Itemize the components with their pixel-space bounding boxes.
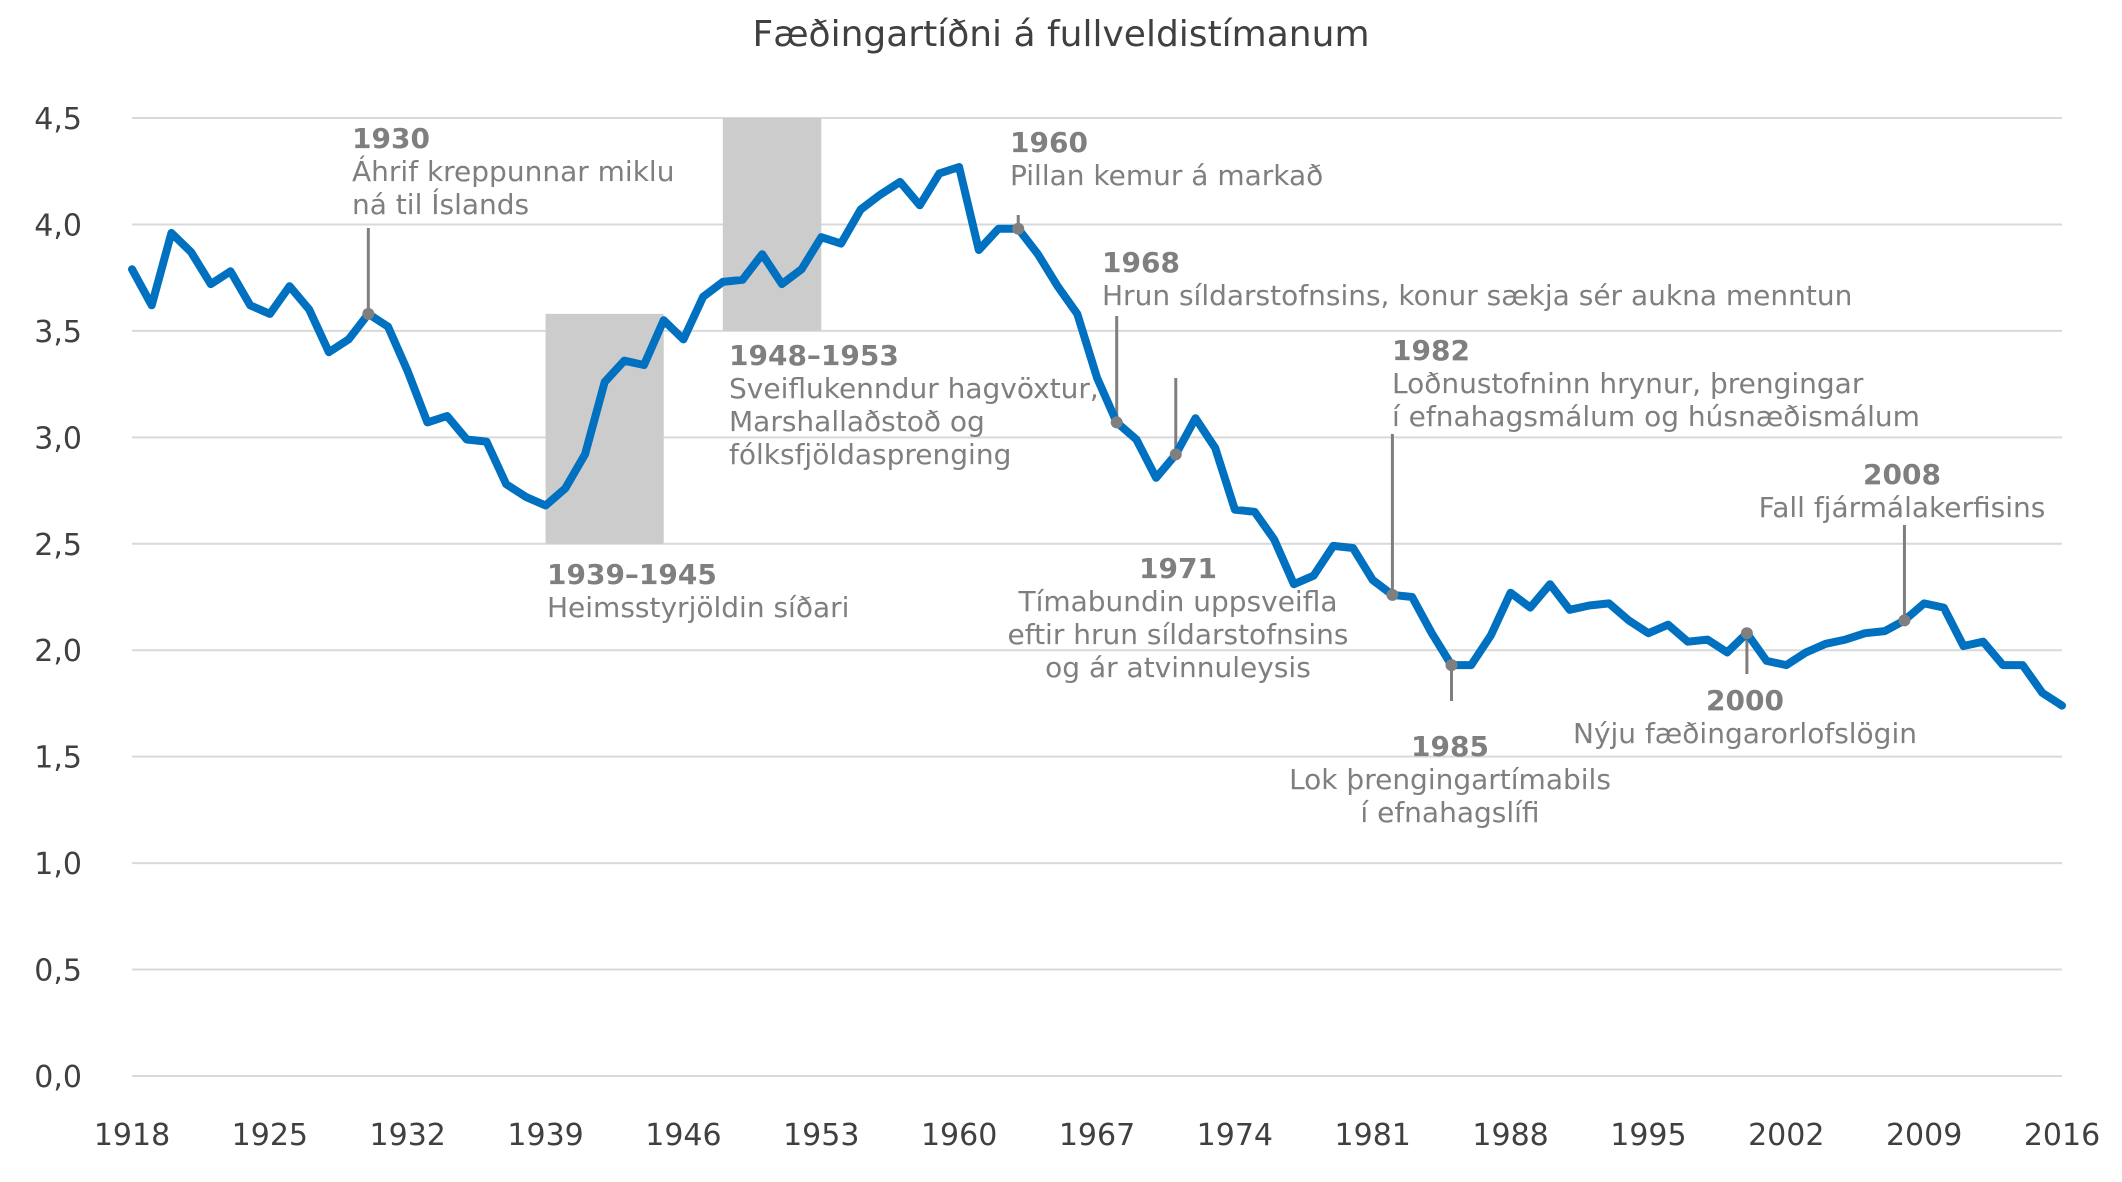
- x-tick-label: 1953: [783, 1118, 859, 1153]
- x-tick-label: 1988: [1472, 1118, 1548, 1153]
- y-tick-label: 4,0: [34, 208, 82, 243]
- annotation-leaders: [366, 215, 1906, 701]
- annotation-text: Lok þrengingartímabils: [1289, 763, 1611, 796]
- annotation-text: Loðnustofninn hrynur, þrengingar: [1392, 367, 1864, 400]
- annotation-text: Sveiflukenndur hagvöxtur,: [729, 372, 1099, 405]
- annotation-text: fólksfjöldasprenging: [729, 438, 1011, 471]
- x-tick-label: 1918: [94, 1118, 170, 1153]
- annotation-text: ná til Íslands: [352, 187, 529, 221]
- y-axis-tick-labels: 0,0 0,5 1,0 1,5 2,0 2,5 3,0 3,5 4,0 4,5: [34, 102, 82, 1095]
- annotation-year: 1930: [352, 122, 430, 155]
- x-tick-label: 1946: [645, 1118, 721, 1153]
- x-tick-label: 1932: [370, 1118, 446, 1153]
- gridlines: [132, 117, 2062, 1077]
- y-tick-label: 2,5: [34, 528, 82, 563]
- annotation-text: Nýju fæðingarorlofslögin: [1573, 717, 1917, 750]
- series-line: [128, 163, 2066, 710]
- annotation-year: 2000: [1706, 684, 1784, 717]
- y-tick-label: 3,0: [34, 421, 82, 456]
- annotation-text: Marshallaðstoð og: [729, 405, 985, 438]
- annotation-year: 1971: [1139, 552, 1217, 585]
- annotation-marker: [1012, 222, 1025, 235]
- annotation-year: 1960: [1010, 126, 1088, 159]
- chart-title: Fæðingartíðni á fullveldistímanum: [752, 14, 1369, 55]
- y-tick-label: 2,0: [34, 634, 82, 669]
- annotation-text: í efnahagslífi: [1360, 796, 1539, 829]
- y-tick-label: 3,5: [34, 315, 82, 350]
- annotation-text: Heimsstyrjöldin síðari: [547, 591, 849, 624]
- x-axis-tick-labels: 1918 1925 1932 1939 1946 1953 1960 1967 1974 1981…: [94, 1118, 2100, 1153]
- shaded-period: [545, 313, 664, 544]
- annotation-year: 1968: [1102, 246, 1180, 279]
- x-tick-label: 1925: [232, 1118, 308, 1153]
- annotation-year: 1948–1953: [729, 339, 899, 372]
- annotation-text: og ár atvinnuleysis: [1045, 651, 1311, 684]
- x-tick-label: 1981: [1335, 1118, 1411, 1153]
- y-tick-label: 0,0: [34, 1060, 82, 1095]
- x-tick-label: 1974: [1197, 1118, 1273, 1153]
- y-tick-label: 0,5: [34, 954, 82, 989]
- annotation-year: 1939–1945: [547, 558, 717, 591]
- annotation-text: Hrun síldarstofnsins, konur sækja sér au…: [1102, 279, 1852, 312]
- annotation-text: Fall fjármálakerfisins: [1759, 491, 2046, 524]
- annotation-marker: [1169, 448, 1182, 461]
- annotation-marker: [1445, 659, 1458, 672]
- annotation-marker: [1110, 416, 1123, 429]
- y-tick-label: 1,5: [34, 741, 82, 776]
- annotation-year: 1982: [1392, 334, 1470, 367]
- x-tick-label: 1967: [1059, 1118, 1135, 1153]
- x-tick-label: 1995: [1610, 1118, 1686, 1153]
- annotation-marker: [1898, 614, 1911, 627]
- fertility-rate-line: [128, 163, 2066, 710]
- annotation-text: í efnahagsmálum og húsnæðismálum: [1392, 400, 1920, 433]
- y-tick-label: 1,0: [34, 847, 82, 882]
- shaded-period: [722, 118, 822, 331]
- annotation-text: Áhrif kreppunnar miklu: [352, 154, 674, 188]
- annotation-year: 1985: [1411, 730, 1489, 763]
- annotation-marker: [362, 307, 375, 320]
- x-tick-label: 1960: [921, 1118, 997, 1153]
- annotation-text: eftir hrun síldarstofnsins: [1007, 618, 1348, 651]
- x-tick-label: 2002: [1748, 1118, 1824, 1153]
- annotation-markers: [362, 222, 1911, 672]
- annotation-marker: [1386, 588, 1399, 601]
- annotation-year: 2008: [1863, 458, 1941, 491]
- x-tick-label: 2016: [2024, 1118, 2100, 1153]
- x-tick-label: 1939: [507, 1118, 583, 1153]
- x-tick-label: 2009: [1886, 1118, 1962, 1153]
- annotation-text: Tímabundin uppsveifla: [1017, 585, 1337, 618]
- shaded-periods: [545, 118, 822, 544]
- annotation-text: Pillan kemur á markað: [1010, 159, 1323, 192]
- y-tick-label: 4,5: [34, 102, 82, 137]
- annotation-marker: [1740, 627, 1753, 640]
